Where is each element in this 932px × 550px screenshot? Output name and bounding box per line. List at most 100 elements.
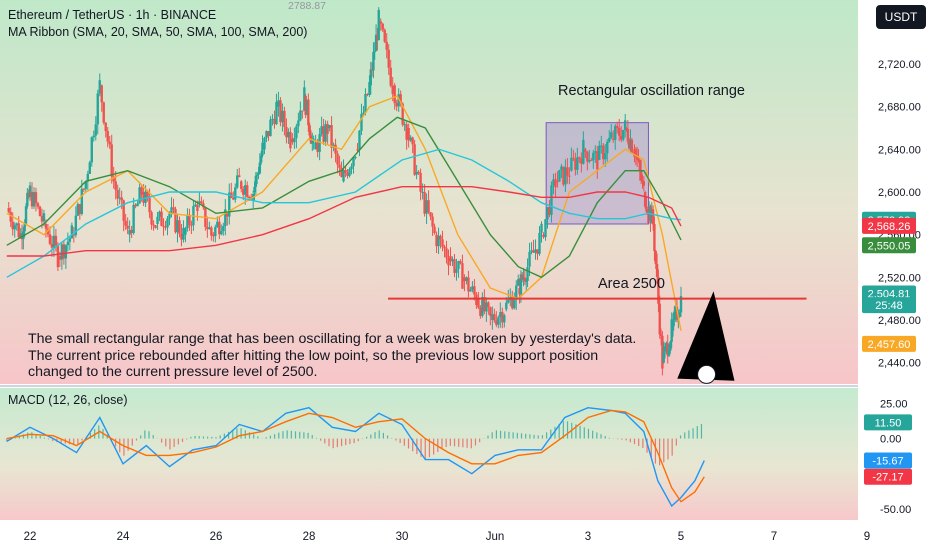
price-tick-label: 2,480.00 (878, 315, 921, 327)
candle-body (540, 223, 543, 233)
candle-body (667, 350, 671, 356)
candle-body (293, 138, 296, 143)
candle-body (178, 220, 181, 234)
candle-body (536, 249, 539, 254)
candle-body (505, 302, 508, 310)
candle-body (96, 93, 99, 125)
candle-body (289, 131, 292, 149)
candle-body (305, 99, 309, 115)
candle-body (120, 197, 123, 201)
time-tick-label: 28 (303, 531, 316, 543)
candle-body (495, 320, 498, 325)
candle-body (654, 251, 657, 264)
candle-body (666, 343, 669, 356)
candle-body (425, 200, 428, 214)
candle-body (299, 110, 302, 121)
candle-body (154, 225, 157, 228)
candle-body (678, 312, 681, 317)
candle-body (598, 145, 601, 160)
candle-body (637, 159, 640, 161)
candle-body (562, 166, 565, 185)
candle-body (653, 224, 656, 252)
candle-body (206, 226, 209, 230)
candle-body (281, 110, 284, 123)
price-label-text: 2,568.26 (868, 221, 911, 233)
candle-body (52, 235, 56, 248)
candle-body (285, 126, 288, 138)
price-tick-label: 2,600.00 (878, 187, 921, 199)
candle-body (257, 173, 260, 175)
candle-body (116, 189, 119, 199)
price-label-text: 25:48 (875, 300, 903, 312)
candle-body (638, 159, 642, 171)
candle-body (381, 23, 384, 30)
candle-body (24, 206, 28, 224)
candle-body (110, 144, 113, 177)
candle-body (224, 209, 227, 227)
candle-body (377, 9, 380, 40)
candle-body (246, 185, 249, 198)
candle-body (66, 241, 70, 246)
candle-body (534, 249, 537, 253)
candle-body (635, 155, 639, 160)
time-tick-label: 24 (117, 531, 130, 543)
candle-body (507, 299, 510, 303)
candle-body (340, 167, 343, 177)
candle-body (606, 141, 609, 154)
candle-body (546, 207, 549, 220)
macd-line (6, 406, 705, 508)
candle-body (15, 223, 18, 226)
price-tick-label: 2,640.00 (878, 144, 921, 156)
candle-body (556, 181, 559, 183)
candle-body (463, 277, 466, 282)
candle-body (307, 99, 310, 126)
candle-body (383, 29, 386, 42)
candle-body (26, 192, 29, 207)
candle-body (570, 157, 573, 171)
candle-body (72, 234, 76, 236)
candle-body (417, 171, 420, 173)
candle-body (142, 192, 145, 203)
candle-body (387, 49, 390, 68)
candle-body (258, 162, 262, 174)
candle-body (519, 274, 523, 295)
candle-body (279, 100, 282, 123)
candle-body (182, 227, 185, 240)
candle-body (592, 152, 595, 161)
candle-body (493, 314, 496, 321)
candle-body (662, 351, 665, 363)
candle-body (156, 216, 159, 224)
candle-body (423, 191, 426, 214)
candle-body (128, 229, 131, 235)
candle-body (580, 158, 583, 164)
candle-body (64, 245, 68, 259)
macd-tick-label: 0.00 (880, 434, 901, 446)
ma-ribbon-legend: MA Ribbon (SMA, 20, SMA, 50, SMA, 100, S… (8, 25, 308, 39)
candle-body (588, 159, 591, 162)
candle-body (379, 21, 382, 24)
macd-label-tag (864, 414, 912, 431)
candle-body (40, 216, 44, 222)
candle-body (455, 268, 458, 273)
candle-body (419, 172, 422, 192)
candle-body (342, 170, 345, 182)
candle-body (517, 279, 520, 286)
candle-body (679, 296, 683, 313)
candle-body (236, 175, 239, 188)
candle-body (308, 125, 311, 136)
candle-body (501, 312, 504, 323)
currency-button[interactable]: USDT (876, 5, 926, 29)
candle-body (166, 218, 169, 228)
macd-label-text: -27.17 (872, 472, 903, 484)
candle-body (348, 169, 351, 176)
candle-body (200, 201, 203, 204)
candle-body (461, 263, 464, 289)
candle-body (395, 103, 398, 107)
price-label-tag (862, 237, 916, 254)
candle-body (122, 200, 125, 221)
candle-body (530, 250, 533, 252)
price-label-tag (862, 335, 916, 352)
candle-body (645, 206, 648, 212)
candle-body (485, 302, 488, 312)
